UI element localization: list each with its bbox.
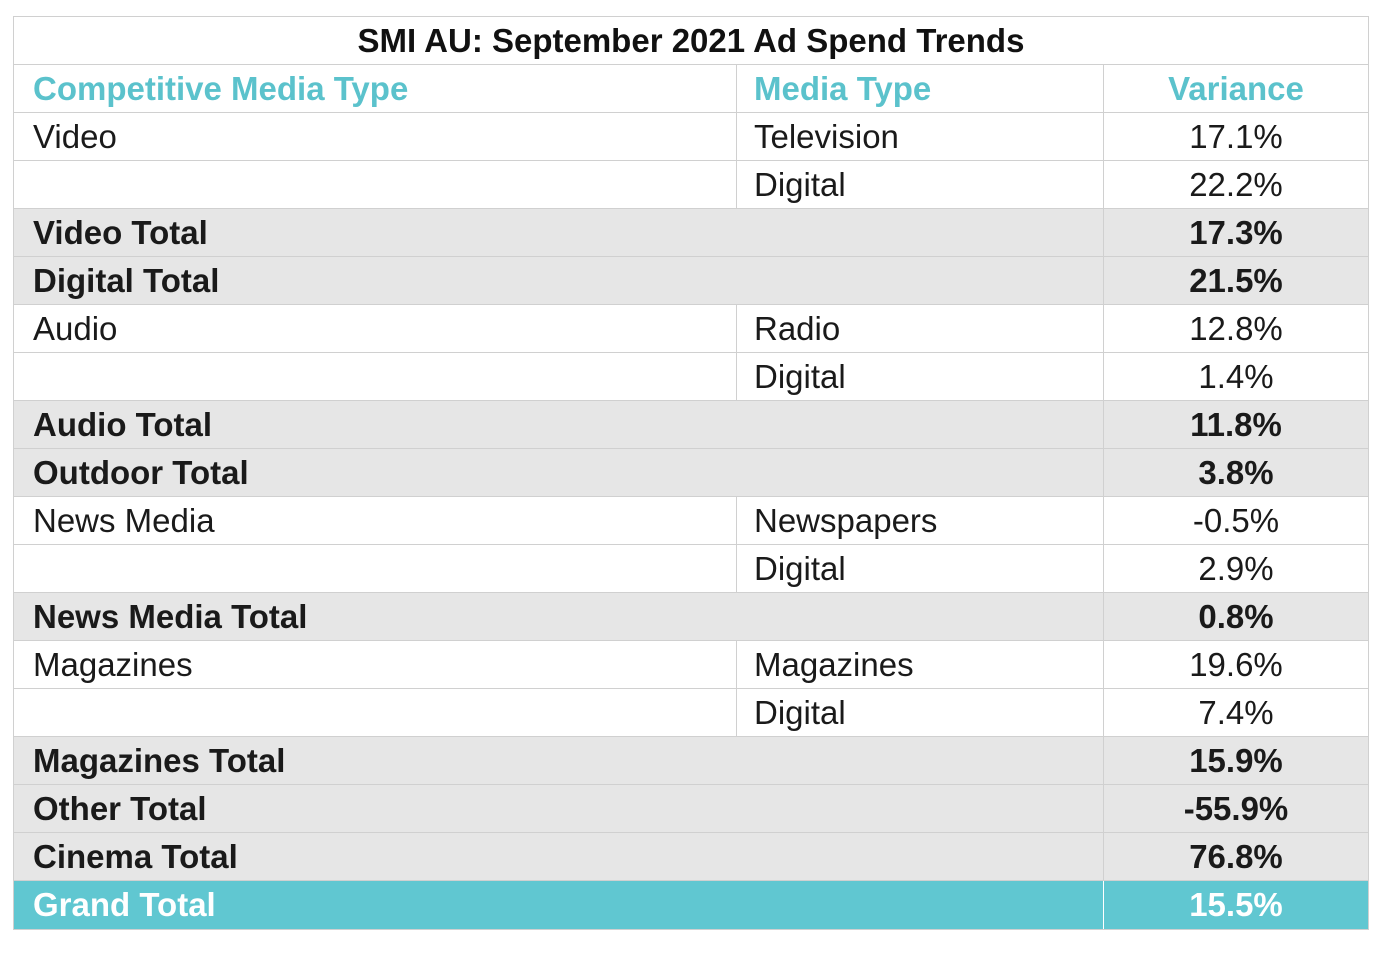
table-title-row: SMI AU: September 2021 Ad Spend Trends xyxy=(14,17,1368,65)
table-row: Digital 7.4% xyxy=(14,689,1368,737)
table-row: Digital 2.9% xyxy=(14,545,1368,593)
grand-total-row: Grand Total 15.5% xyxy=(14,881,1368,929)
media-type-cell: Digital xyxy=(737,689,1104,736)
variance-cell: 12.8% xyxy=(1189,309,1283,347)
total-row: Digital Total 21.5% xyxy=(14,257,1368,305)
grand-total-variance: 15.5% xyxy=(1189,886,1283,923)
total-row: Magazines Total 15.9% xyxy=(14,737,1368,785)
total-label-cell: News Media Total xyxy=(14,593,1104,640)
competitive-media-type-cell xyxy=(14,161,737,208)
table-row: Magazines Magazines 19.6% xyxy=(14,641,1368,689)
ad-spend-table: SMI AU: September 2021 Ad Spend Trends C… xyxy=(13,16,1369,930)
media-type-cell: Magazines xyxy=(737,641,1104,688)
total-label-cell: Audio Total xyxy=(14,401,1104,448)
media-type-cell: Television xyxy=(737,113,1104,160)
variance-cell: 1.4% xyxy=(1198,357,1274,395)
total-label-cell: Cinema Total xyxy=(14,833,1104,880)
total-row: News Media Total 0.8% xyxy=(14,593,1368,641)
variance-cell: 19.6% xyxy=(1189,645,1283,683)
table-row: Digital 1.4% xyxy=(14,353,1368,401)
table-title: SMI AU: September 2021 Ad Spend Trends xyxy=(357,21,1025,59)
total-label-cell: Digital Total xyxy=(14,257,1104,304)
total-label-cell: Magazines Total xyxy=(14,737,1104,784)
total-row: Audio Total 11.8% xyxy=(14,401,1368,449)
header-row: Competitive Media Type Media Type Varian… xyxy=(14,65,1368,113)
total-row: Outdoor Total 3.8% xyxy=(14,449,1368,497)
media-type-cell: Radio xyxy=(737,305,1104,352)
column-header-variance: Variance xyxy=(1168,69,1304,107)
competitive-media-type-cell: News Media xyxy=(14,497,737,544)
media-type-cell: Digital xyxy=(737,353,1104,400)
total-variance-cell: 76.8% xyxy=(1189,837,1283,875)
total-row: Video Total 17.3% xyxy=(14,209,1368,257)
total-variance-cell: 3.8% xyxy=(1198,453,1274,491)
competitive-media-type-cell: Audio xyxy=(14,305,737,352)
column-header-competitive-media-type: Competitive Media Type xyxy=(14,65,737,112)
table-row: Video Television 17.1% xyxy=(14,113,1368,161)
column-header-media-type: Media Type xyxy=(737,65,1104,112)
variance-cell: -0.5% xyxy=(1192,501,1280,539)
total-variance-cell: -55.9% xyxy=(1183,789,1289,827)
variance-cell: 7.4% xyxy=(1198,693,1274,731)
competitive-media-type-cell xyxy=(14,353,737,400)
total-variance-cell: 0.8% xyxy=(1198,597,1274,635)
total-label-cell: Outdoor Total xyxy=(14,449,1104,496)
competitive-media-type-cell xyxy=(14,545,737,592)
media-type-cell: Digital xyxy=(737,545,1104,592)
competitive-media-type-cell xyxy=(14,689,737,736)
variance-cell: 22.2% xyxy=(1189,165,1283,203)
competitive-media-type-cell: Video xyxy=(14,113,737,160)
variance-cell: 2.9% xyxy=(1198,549,1274,587)
table-row: Digital 22.2% xyxy=(14,161,1368,209)
grand-total-label: Grand Total xyxy=(14,881,1104,929)
table-row: Audio Radio 12.8% xyxy=(14,305,1368,353)
total-label-cell: Video Total xyxy=(14,209,1104,256)
total-row: Other Total -55.9% xyxy=(14,785,1368,833)
total-variance-cell: 21.5% xyxy=(1189,261,1283,299)
competitive-media-type-cell: Magazines xyxy=(14,641,737,688)
total-label-cell: Other Total xyxy=(14,785,1104,832)
media-type-cell: Newspapers xyxy=(737,497,1104,544)
table-body: Video Television 17.1% Digital 22.2% Video To… xyxy=(14,113,1368,929)
total-variance-cell: 11.8% xyxy=(1190,405,1282,443)
variance-cell: 17.1% xyxy=(1189,117,1283,155)
table-row: News Media Newspapers -0.5% xyxy=(14,497,1368,545)
total-variance-cell: 17.3% xyxy=(1189,213,1283,251)
total-variance-cell: 15.9% xyxy=(1189,741,1283,779)
media-type-cell: Digital xyxy=(737,161,1104,208)
total-row: Cinema Total 76.8% xyxy=(14,833,1368,881)
